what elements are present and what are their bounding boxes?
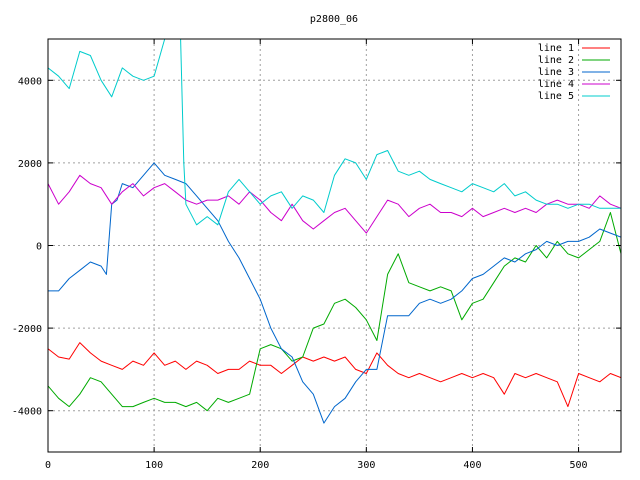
legend-label: line 3 — [538, 67, 574, 78]
x-tick-label: 400 — [463, 460, 481, 471]
y-tick-label: -4000 — [12, 407, 42, 418]
y-tick-label: -2000 — [12, 324, 42, 335]
legend-label: line 2 — [538, 55, 574, 66]
legend-label: line 5 — [538, 91, 574, 102]
legend-label: line 1 — [538, 43, 574, 54]
axis-ticks: 0 100 200 300 400 500 -4000 -2000 0 2000 4000 — [12, 39, 621, 471]
chart-title: p2800_06 — [310, 14, 358, 25]
y-tick-label: 4000 — [18, 76, 42, 87]
x-tick-label: 300 — [357, 460, 375, 471]
series-line-3 — [48, 162, 621, 424]
grid — [48, 39, 621, 452]
series-line-2 — [48, 212, 621, 412]
series-line-5 — [48, 39, 621, 226]
x-tick-label: 500 — [570, 460, 588, 471]
y-tick-label: 2000 — [18, 159, 42, 170]
x-tick-label: 100 — [145, 460, 163, 471]
x-tick-label: 0 — [45, 460, 51, 471]
x-tick-label: 200 — [251, 460, 269, 471]
series-lines — [48, 39, 621, 424]
legend-label: line 4 — [538, 79, 574, 90]
series-line-1 — [48, 342, 621, 408]
series-line-4 — [48, 174, 621, 234]
y-tick-label: 0 — [36, 242, 42, 253]
